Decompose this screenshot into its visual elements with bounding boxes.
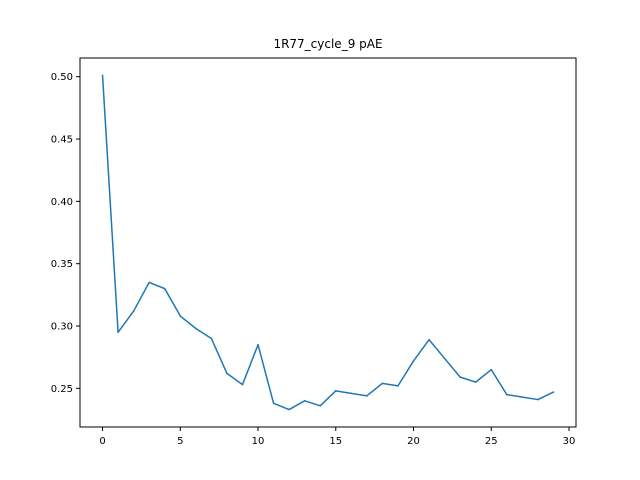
- data-point: [366, 395, 368, 397]
- x-tick-label: 20: [407, 436, 420, 447]
- y-tick-label: 0.25: [51, 384, 73, 395]
- data-point: [459, 376, 461, 378]
- x-tick-label: 15: [329, 436, 342, 447]
- x-tick-label: 5: [177, 436, 183, 447]
- data-point: [163, 287, 166, 290]
- y-tick-label: 0.35: [51, 259, 73, 270]
- x-tick-label: 25: [485, 436, 498, 447]
- y-tick-label: 0.40: [51, 197, 73, 208]
- series-layer: [101, 74, 555, 411]
- y-axis: 0.25 0.30 0.35 0.40 0.45 0.50: [51, 72, 80, 395]
- data-point: [474, 381, 477, 383]
- data-point: [412, 360, 415, 362]
- series-line: [101, 75, 554, 411]
- x-tick-label: 30: [563, 436, 576, 447]
- data-point: [148, 281, 150, 284]
- data-point: [490, 368, 493, 371]
- data-point: [132, 310, 135, 312]
- data-point: [350, 392, 353, 395]
- data-point: [101, 74, 104, 77]
- data-point: [288, 408, 290, 411]
- x-tick-label: 10: [252, 436, 265, 447]
- data-point: [537, 398, 539, 401]
- chart-title: 1R77_cycle_9 pAE: [273, 37, 382, 51]
- data-point: [428, 338, 430, 341]
- data-point: [241, 383, 244, 386]
- plot-frame: [79, 57, 577, 428]
- data-point: [552, 391, 555, 393]
- y-tick-label: 0.45: [51, 135, 73, 146]
- data-point: [179, 315, 182, 317]
- data-point: [195, 327, 197, 330]
- x-axis: 0 5 10 15 20 25 30: [99, 427, 575, 447]
- data-point: [397, 385, 399, 387]
- data-point: [210, 337, 213, 340]
- data-point: [381, 382, 384, 385]
- data-point: [443, 357, 446, 360]
- data-point: [303, 400, 306, 402]
- data-point: [272, 402, 275, 405]
- data-point: [257, 343, 259, 346]
- data-point: [521, 396, 524, 398]
- data-point: [226, 372, 228, 375]
- y-tick-label: 0.30: [51, 322, 73, 333]
- data-point: [117, 331, 119, 334]
- x-tick-label: 0: [99, 436, 105, 447]
- y-tick-label: 0.50: [51, 72, 73, 83]
- data-point: [334, 390, 337, 392]
- data-point: [506, 393, 508, 396]
- data-point: [319, 405, 322, 407]
